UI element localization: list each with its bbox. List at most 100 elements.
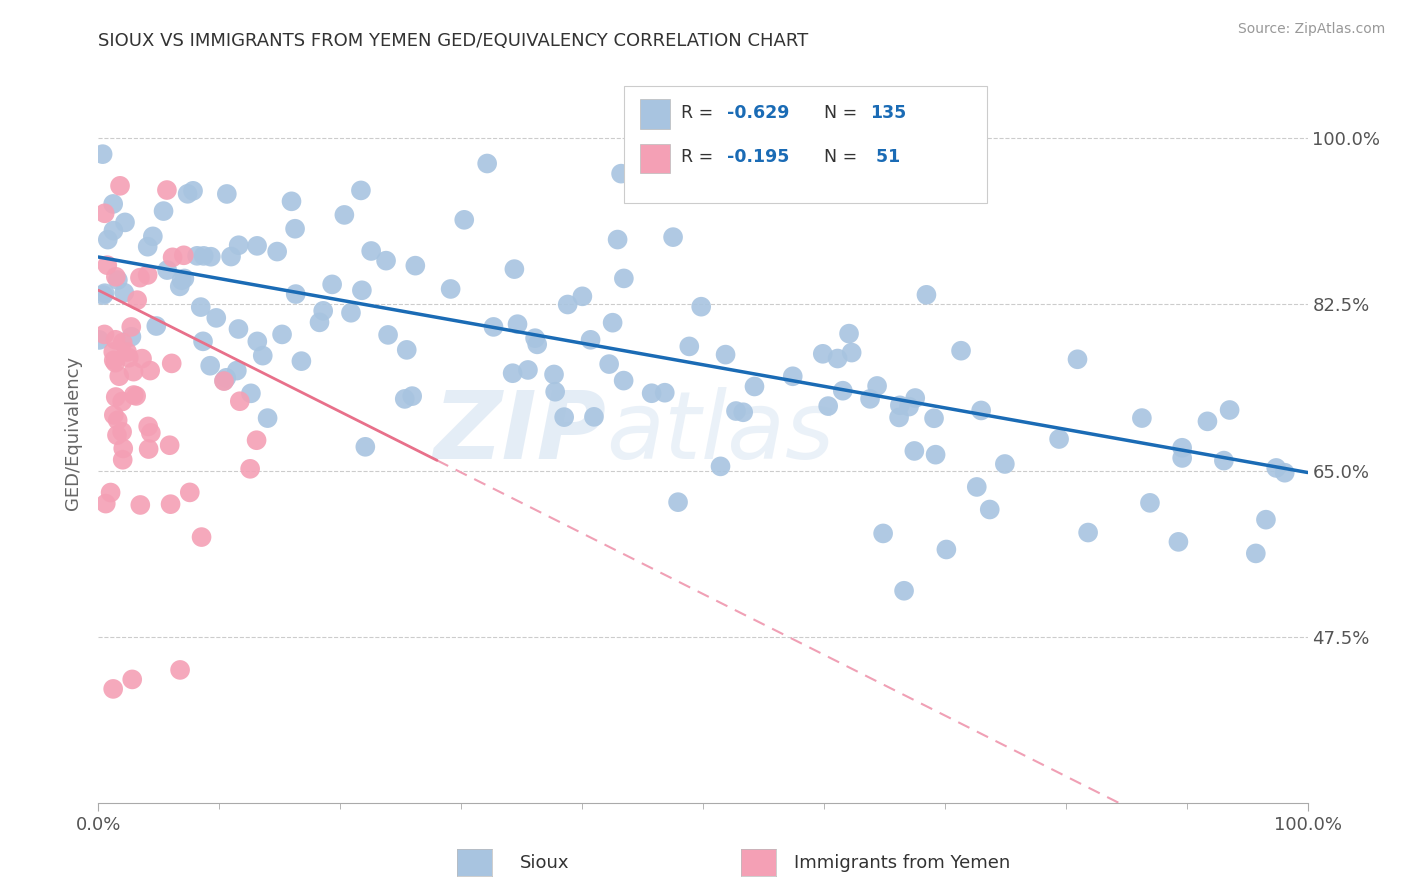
Point bbox=[160, 356, 183, 370]
Point bbox=[440, 282, 463, 296]
Point bbox=[553, 410, 575, 425]
Point bbox=[375, 253, 398, 268]
Point bbox=[129, 270, 152, 285]
Point bbox=[186, 249, 208, 263]
Point bbox=[104, 333, 127, 347]
Text: R =: R = bbox=[682, 103, 718, 122]
Point bbox=[156, 263, 179, 277]
Point bbox=[97, 233, 120, 247]
Point bbox=[898, 400, 921, 414]
Point bbox=[506, 317, 529, 331]
Point bbox=[524, 331, 547, 345]
Point bbox=[121, 673, 143, 687]
Point bbox=[136, 419, 159, 434]
Point bbox=[193, 249, 215, 263]
Text: N =: N = bbox=[824, 148, 863, 166]
Point bbox=[1130, 411, 1153, 425]
Point bbox=[1139, 496, 1161, 510]
Point bbox=[1265, 461, 1288, 475]
Point bbox=[212, 374, 235, 388]
Point bbox=[96, 258, 118, 272]
Point bbox=[354, 440, 377, 454]
Point bbox=[503, 262, 526, 277]
Point bbox=[979, 502, 1001, 516]
Point bbox=[1254, 513, 1277, 527]
Point bbox=[1171, 450, 1194, 465]
Point bbox=[453, 212, 475, 227]
Point bbox=[159, 497, 181, 511]
Point bbox=[678, 339, 700, 353]
Text: SIOUX VS IMMIGRANTS FROM YEMEN GED/EQUIVALENCY CORRELATION CHART: SIOUX VS IMMIGRANTS FROM YEMEN GED/EQUIV… bbox=[98, 32, 808, 50]
Point bbox=[169, 663, 191, 677]
Point bbox=[582, 409, 605, 424]
Text: 51: 51 bbox=[870, 148, 900, 166]
Point bbox=[115, 345, 138, 359]
Point bbox=[215, 186, 238, 201]
Point bbox=[101, 681, 124, 696]
Point bbox=[198, 359, 221, 373]
Point bbox=[173, 248, 195, 262]
Point bbox=[321, 277, 343, 292]
Point bbox=[1197, 414, 1219, 428]
Point bbox=[103, 197, 125, 211]
Point bbox=[312, 303, 335, 318]
Text: Sioux: Sioux bbox=[520, 855, 569, 872]
Point bbox=[714, 348, 737, 362]
Point bbox=[1167, 534, 1189, 549]
Point bbox=[93, 286, 115, 301]
Text: N =: N = bbox=[824, 103, 863, 122]
Point bbox=[579, 333, 602, 347]
Point bbox=[690, 300, 713, 314]
Point bbox=[219, 250, 242, 264]
Point bbox=[360, 244, 382, 258]
Text: 135: 135 bbox=[870, 103, 905, 122]
Point bbox=[350, 183, 373, 197]
Point bbox=[744, 379, 766, 393]
Point bbox=[613, 374, 636, 388]
Point bbox=[724, 404, 747, 418]
Point bbox=[1212, 453, 1234, 467]
Point bbox=[280, 194, 302, 209]
Point bbox=[1219, 403, 1241, 417]
Point bbox=[610, 167, 633, 181]
Point bbox=[394, 392, 416, 406]
Point bbox=[284, 221, 307, 235]
Point bbox=[136, 268, 159, 282]
Point bbox=[127, 293, 149, 307]
Point bbox=[181, 184, 204, 198]
Text: -0.195: -0.195 bbox=[727, 148, 790, 166]
Point bbox=[170, 273, 193, 287]
Point bbox=[377, 327, 399, 342]
Bar bbox=[640, 99, 671, 129]
Point bbox=[782, 369, 804, 384]
Point bbox=[935, 542, 957, 557]
Point bbox=[156, 183, 179, 197]
Point bbox=[215, 371, 238, 385]
Point bbox=[229, 394, 252, 409]
Point bbox=[256, 411, 278, 425]
Point bbox=[190, 300, 212, 314]
Point bbox=[139, 425, 162, 440]
Point bbox=[145, 318, 167, 333]
Point bbox=[114, 215, 136, 229]
Point bbox=[838, 326, 860, 341]
Point bbox=[136, 240, 159, 254]
Point bbox=[1274, 466, 1296, 480]
Text: ZIP: ZIP bbox=[433, 386, 606, 479]
Point bbox=[903, 444, 925, 458]
Point bbox=[173, 271, 195, 285]
Point bbox=[212, 374, 235, 388]
Point bbox=[111, 394, 134, 409]
Point bbox=[404, 259, 426, 273]
Point bbox=[544, 384, 567, 399]
Point bbox=[246, 334, 269, 349]
Point bbox=[333, 208, 356, 222]
Point bbox=[662, 230, 685, 244]
Point bbox=[1171, 441, 1194, 455]
Point bbox=[613, 271, 636, 285]
Point bbox=[654, 385, 676, 400]
Point bbox=[526, 337, 548, 351]
Point bbox=[733, 405, 755, 419]
Point bbox=[108, 178, 131, 193]
Text: Source: ZipAtlas.com: Source: ZipAtlas.com bbox=[1237, 22, 1385, 37]
